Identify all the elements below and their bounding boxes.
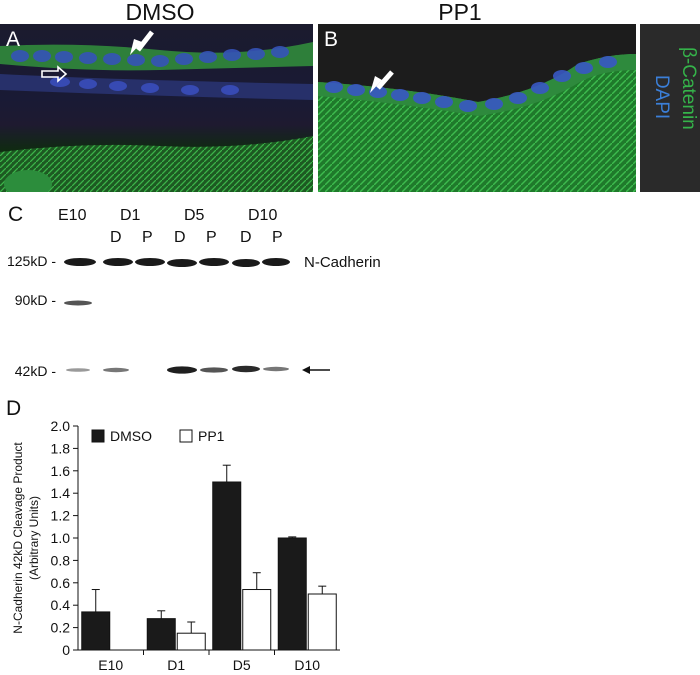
band-42-d5-p xyxy=(200,367,228,373)
x-tick-label: D1 xyxy=(167,657,185,673)
cleavage-bar-chart: 0 0.2 0.4 0.6 0.8 1.0 1.2 1.4 1.6 1.8 2.0 N-Cadheri… xyxy=(11,418,340,673)
panel-a-letter: A xyxy=(6,28,21,51)
bar-dmso xyxy=(81,611,111,651)
lane-group-d10: D10 xyxy=(248,207,278,224)
band-42-d10-d xyxy=(232,365,260,373)
y-tick-label: 0.4 xyxy=(51,597,71,613)
panel-b-letter: B xyxy=(324,28,339,51)
legend-swatch-dmso xyxy=(91,429,105,443)
lane-treatment-3: D xyxy=(174,229,186,246)
bar-pp1 xyxy=(176,632,206,651)
lane-treatment-6: P xyxy=(272,229,283,246)
cleavage-arrow-icon xyxy=(302,366,330,374)
x-tick-label: D10 xyxy=(294,657,320,673)
panel-b-micrograph: B xyxy=(318,24,636,192)
marker-42kd: 42kD - xyxy=(14,363,56,379)
y-tick-label: 0.6 xyxy=(51,575,71,591)
band-125-d1-p xyxy=(135,258,165,266)
band-125-d1-d xyxy=(103,258,133,266)
stain-legend: β-Catenin DAPI xyxy=(640,24,700,192)
y-tick-label: 1.8 xyxy=(51,440,71,456)
y-axis-sublabel: (Arbitrary Units) xyxy=(27,496,41,580)
y-tick-label: 0.8 xyxy=(51,552,71,568)
band-90-e10 xyxy=(64,300,92,306)
band-42-e10 xyxy=(66,368,90,372)
bar-dmso xyxy=(146,618,176,651)
y-tick-label: 1.4 xyxy=(51,485,71,501)
marker-90kd: 90kD - xyxy=(14,292,56,308)
beta-catenin-label: β-Catenin xyxy=(678,47,699,130)
bar-dmso xyxy=(277,537,307,651)
micrograph-b-image xyxy=(318,24,636,192)
legend-label-pp1: PP1 xyxy=(198,428,225,444)
band-125-d10-p xyxy=(262,258,290,266)
n-cadherin-label: N-Cadherin xyxy=(304,254,381,271)
y-axis-label: N-Cadherin 42kD Cleavage Product xyxy=(11,442,25,634)
lane-group-d5: D5 xyxy=(184,207,205,224)
band-42-d10-p xyxy=(263,366,289,372)
bar-pp1 xyxy=(242,589,272,651)
y-tick-label: 0 xyxy=(62,642,70,658)
western-blot xyxy=(60,248,300,386)
x-tick-label: E10 xyxy=(98,657,123,673)
marker-125kd: 125kD - xyxy=(6,253,56,269)
dapi-label: DAPI xyxy=(651,74,672,120)
bar-pp1 xyxy=(307,593,337,651)
band-125-d5-d xyxy=(167,259,197,267)
x-tick-label: D5 xyxy=(233,657,251,673)
bar-dmso xyxy=(212,481,242,651)
band-125-e10 xyxy=(64,258,96,266)
panel-d-letter: D xyxy=(6,397,22,420)
lane-treatment-5: D xyxy=(240,229,252,246)
band-125-d10-d xyxy=(232,259,260,267)
lane-treatment-2: P xyxy=(142,229,153,246)
lane-group-d1: D1 xyxy=(120,207,141,224)
panel-a-title: DMSO xyxy=(125,0,195,25)
legend-swatch-pp1 xyxy=(179,429,193,443)
band-125-d5-p xyxy=(199,258,229,266)
y-tick-label: 0.2 xyxy=(51,620,71,636)
band-42-d5-d xyxy=(167,366,197,374)
legend-label-dmso: DMSO xyxy=(110,428,152,444)
micrograph-a-image xyxy=(0,24,313,192)
panel-a-micrograph: A xyxy=(0,24,313,192)
lane-treatment-1: D xyxy=(110,229,122,246)
lane-treatment-4: P xyxy=(206,229,217,246)
y-tick-label: 1.0 xyxy=(51,530,71,546)
lane-group-e10: E10 xyxy=(58,207,87,224)
band-42-d1-d xyxy=(103,367,129,373)
y-tick-label: 1.2 xyxy=(51,508,71,524)
panel-c-letter: C xyxy=(8,203,24,226)
panel-b-title: PP1 xyxy=(438,0,482,25)
y-tick-label: 1.6 xyxy=(51,463,71,479)
y-tick-label: 2.0 xyxy=(51,418,71,434)
